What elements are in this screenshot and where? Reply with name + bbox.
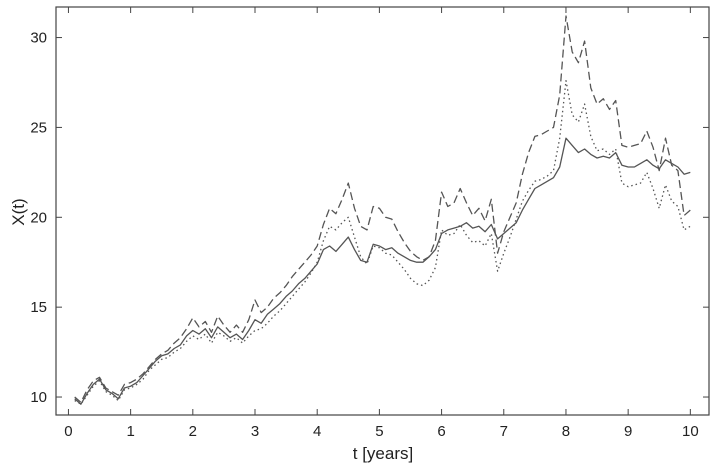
x-axis-label: t [years] [353,444,413,463]
x-tick-label: 8 [562,423,570,440]
x-tick-label: 2 [189,423,197,440]
series-line-dotted [74,80,691,405]
x-tick-label: 3 [251,423,259,440]
y-tick-label: 15 [30,299,47,316]
x-axis-ticks: 0 1 2 3 4 5 6 7 8 9 10 [64,7,699,440]
y-tick-label: 10 [30,389,47,406]
series-line-dashed [74,15,691,404]
plot-frame [55,6,710,416]
series-line-solid [74,137,691,405]
series-layer [74,15,691,405]
x-tick-label: 5 [375,423,383,440]
x-tick-label: 10 [682,423,699,440]
x-tick-label: 6 [437,423,445,440]
y-axis-ticks: 10 15 20 25 30 [30,30,709,406]
x-tick-label: 4 [313,423,321,440]
y-tick-label: 25 [30,119,47,136]
x-tick-label: 7 [500,423,508,440]
y-axis-label: X(t) [9,198,28,225]
x-tick-label: 9 [624,423,632,440]
y-tick-label: 20 [30,209,47,226]
x-tick-label: 1 [126,423,134,440]
x-tick-label: 0 [64,423,72,440]
y-tick-label: 30 [30,30,47,47]
